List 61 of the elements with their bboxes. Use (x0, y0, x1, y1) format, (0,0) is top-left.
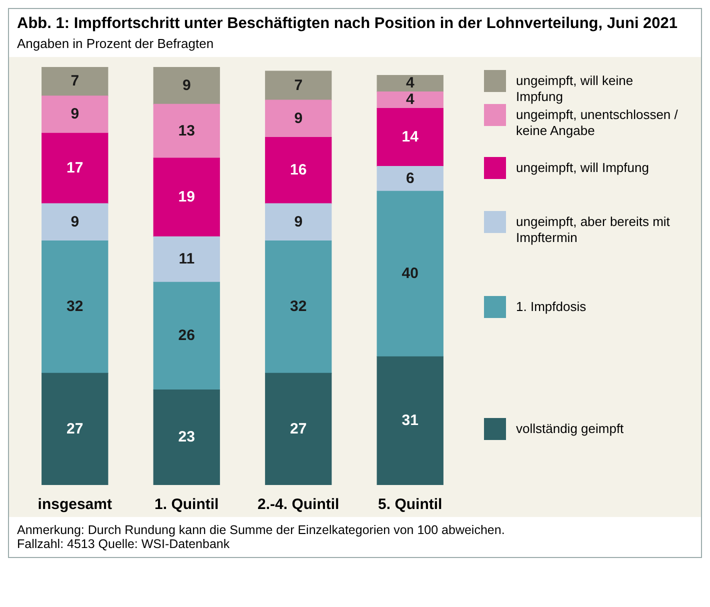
data-label: 31 (402, 412, 418, 429)
bar (376, 92, 444, 109)
bar (265, 70, 332, 100)
bar (153, 236, 220, 283)
data-label: 26 (178, 327, 195, 344)
x-tick-label: 1. Quintil (154, 496, 219, 514)
bar (153, 104, 220, 158)
data-label: 17 (66, 160, 84, 177)
bar (265, 372, 332, 485)
bar (153, 389, 220, 485)
bar (265, 203, 332, 242)
data-label: 27 (290, 420, 307, 438)
chart-subtitle: Angaben in Prozent der Befragten (16, 35, 215, 53)
data-label: 13 (178, 122, 195, 140)
data-label: 9 (294, 110, 303, 127)
data-label: 16 (290, 162, 307, 179)
data-label: 9 (70, 213, 80, 230)
bar (42, 240, 108, 374)
data-label: 9 (182, 76, 191, 94)
bar (42, 67, 108, 96)
data-label: 32 (66, 298, 84, 316)
data-label: 4 (406, 91, 415, 108)
legend-label: vollständig geimpft (516, 420, 625, 438)
bar (42, 372, 108, 485)
data-label: 27 (66, 420, 84, 438)
bar (376, 74, 444, 92)
bar (42, 96, 108, 134)
data-label: 9 (70, 106, 80, 123)
legend-label: ungeimpft, unentschlossen / keine Angabe (516, 106, 679, 139)
x-tick-label: insgesamt (38, 496, 112, 514)
bar (153, 158, 220, 238)
data-label: 14 (402, 128, 420, 146)
text: Fallzahl: 4513 Quelle: WSI-Datenbank (17, 537, 231, 551)
bar (376, 108, 444, 167)
bar (153, 67, 220, 105)
text: Anmerkung: Durch Rundung kann die Summe der Einzelkategorien von 100 abweichen. (17, 523, 506, 537)
legend-label: ungeimpft, aber bereits mit Impftermin (516, 213, 671, 246)
bar (376, 356, 444, 485)
chart-title: Abb. 1: Impffortschritt unter Beschäftigten nach Position in der Lohnverteilung, Juni 2021 (16, 15, 679, 33)
bar (42, 203, 108, 242)
bar (265, 137, 332, 204)
data-label: 6 (406, 170, 414, 187)
x-tick-label: 2.-4. Quintil (258, 496, 340, 514)
data-label: 11 (178, 250, 195, 268)
bar (42, 132, 108, 204)
data-label: 23 (178, 428, 195, 446)
data-label: 7 (294, 76, 303, 94)
data-label: 7 (70, 72, 80, 90)
x-tick-label: 5. Quintil (378, 496, 442, 514)
bar (265, 240, 332, 374)
bar (265, 100, 332, 138)
bar (153, 282, 220, 390)
data-label: 9 (294, 213, 303, 230)
data-label: 4 (406, 74, 415, 92)
legend-label: 1. Impfdosis (516, 298, 588, 316)
bar (376, 166, 444, 192)
data-label: 19 (178, 188, 195, 206)
data-label: 32 (290, 298, 307, 316)
legend-label: ungeimpft, will Impfung (516, 159, 650, 176)
bar (376, 190, 444, 358)
data-label: 40 (402, 265, 418, 282)
